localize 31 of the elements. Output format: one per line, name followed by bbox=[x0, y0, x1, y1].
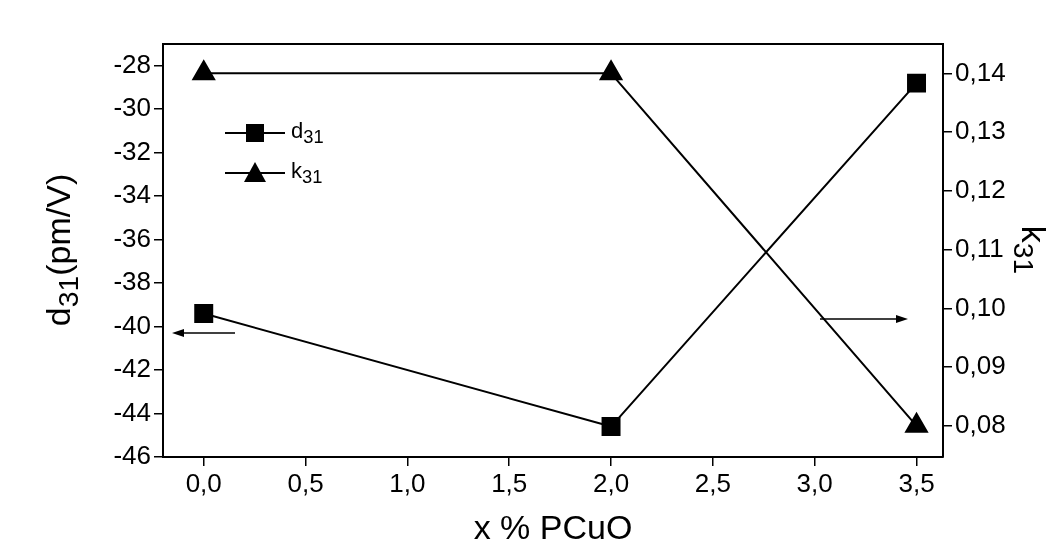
y2-tick-label: 0,13 bbox=[955, 115, 1006, 146]
y-tick-label: -30 bbox=[113, 92, 151, 123]
x-tick-label: 2,0 bbox=[592, 467, 630, 498]
point bbox=[907, 73, 927, 93]
y-tick-label: -36 bbox=[113, 222, 151, 253]
y-tick-label: -46 bbox=[113, 440, 151, 471]
y-tick-label: -40 bbox=[113, 309, 151, 340]
x-tick-label: 3,5 bbox=[898, 467, 935, 498]
y2-tick-label: 0,12 bbox=[955, 174, 1006, 205]
x-tick-label: 1,5 bbox=[491, 467, 528, 498]
y2-tick-label: 0,09 bbox=[955, 350, 1006, 381]
y-tick-label: -28 bbox=[113, 48, 151, 79]
x-tick-label: 2,5 bbox=[694, 467, 731, 498]
legend-label: d$_{31}$ bbox=[291, 117, 324, 149]
y2-tick-label: 0,14 bbox=[955, 56, 1006, 87]
y2-tick-label: 0,08 bbox=[955, 409, 1006, 440]
y2-tick-label: 0,11 bbox=[955, 232, 1004, 263]
y-tick-label: -34 bbox=[113, 179, 151, 210]
x-tick-label: 1,0 bbox=[389, 467, 426, 498]
y-tick-label: -32 bbox=[113, 135, 151, 166]
x-tick-label: 0,0 bbox=[185, 467, 222, 498]
y-tick-label: -38 bbox=[113, 266, 151, 297]
x-tick-label: 3,0 bbox=[796, 467, 833, 498]
y2-tick-label: 0,10 bbox=[955, 291, 1006, 322]
x-tick-label: 0,5 bbox=[287, 467, 324, 498]
y-tick-label: -42 bbox=[113, 353, 151, 384]
x-axis-title: x % PCuO bbox=[473, 508, 633, 547]
point bbox=[601, 417, 621, 437]
legend-label: k$_{31}$ bbox=[291, 157, 323, 189]
y-tick-label: -44 bbox=[113, 396, 151, 427]
point bbox=[194, 304, 214, 324]
